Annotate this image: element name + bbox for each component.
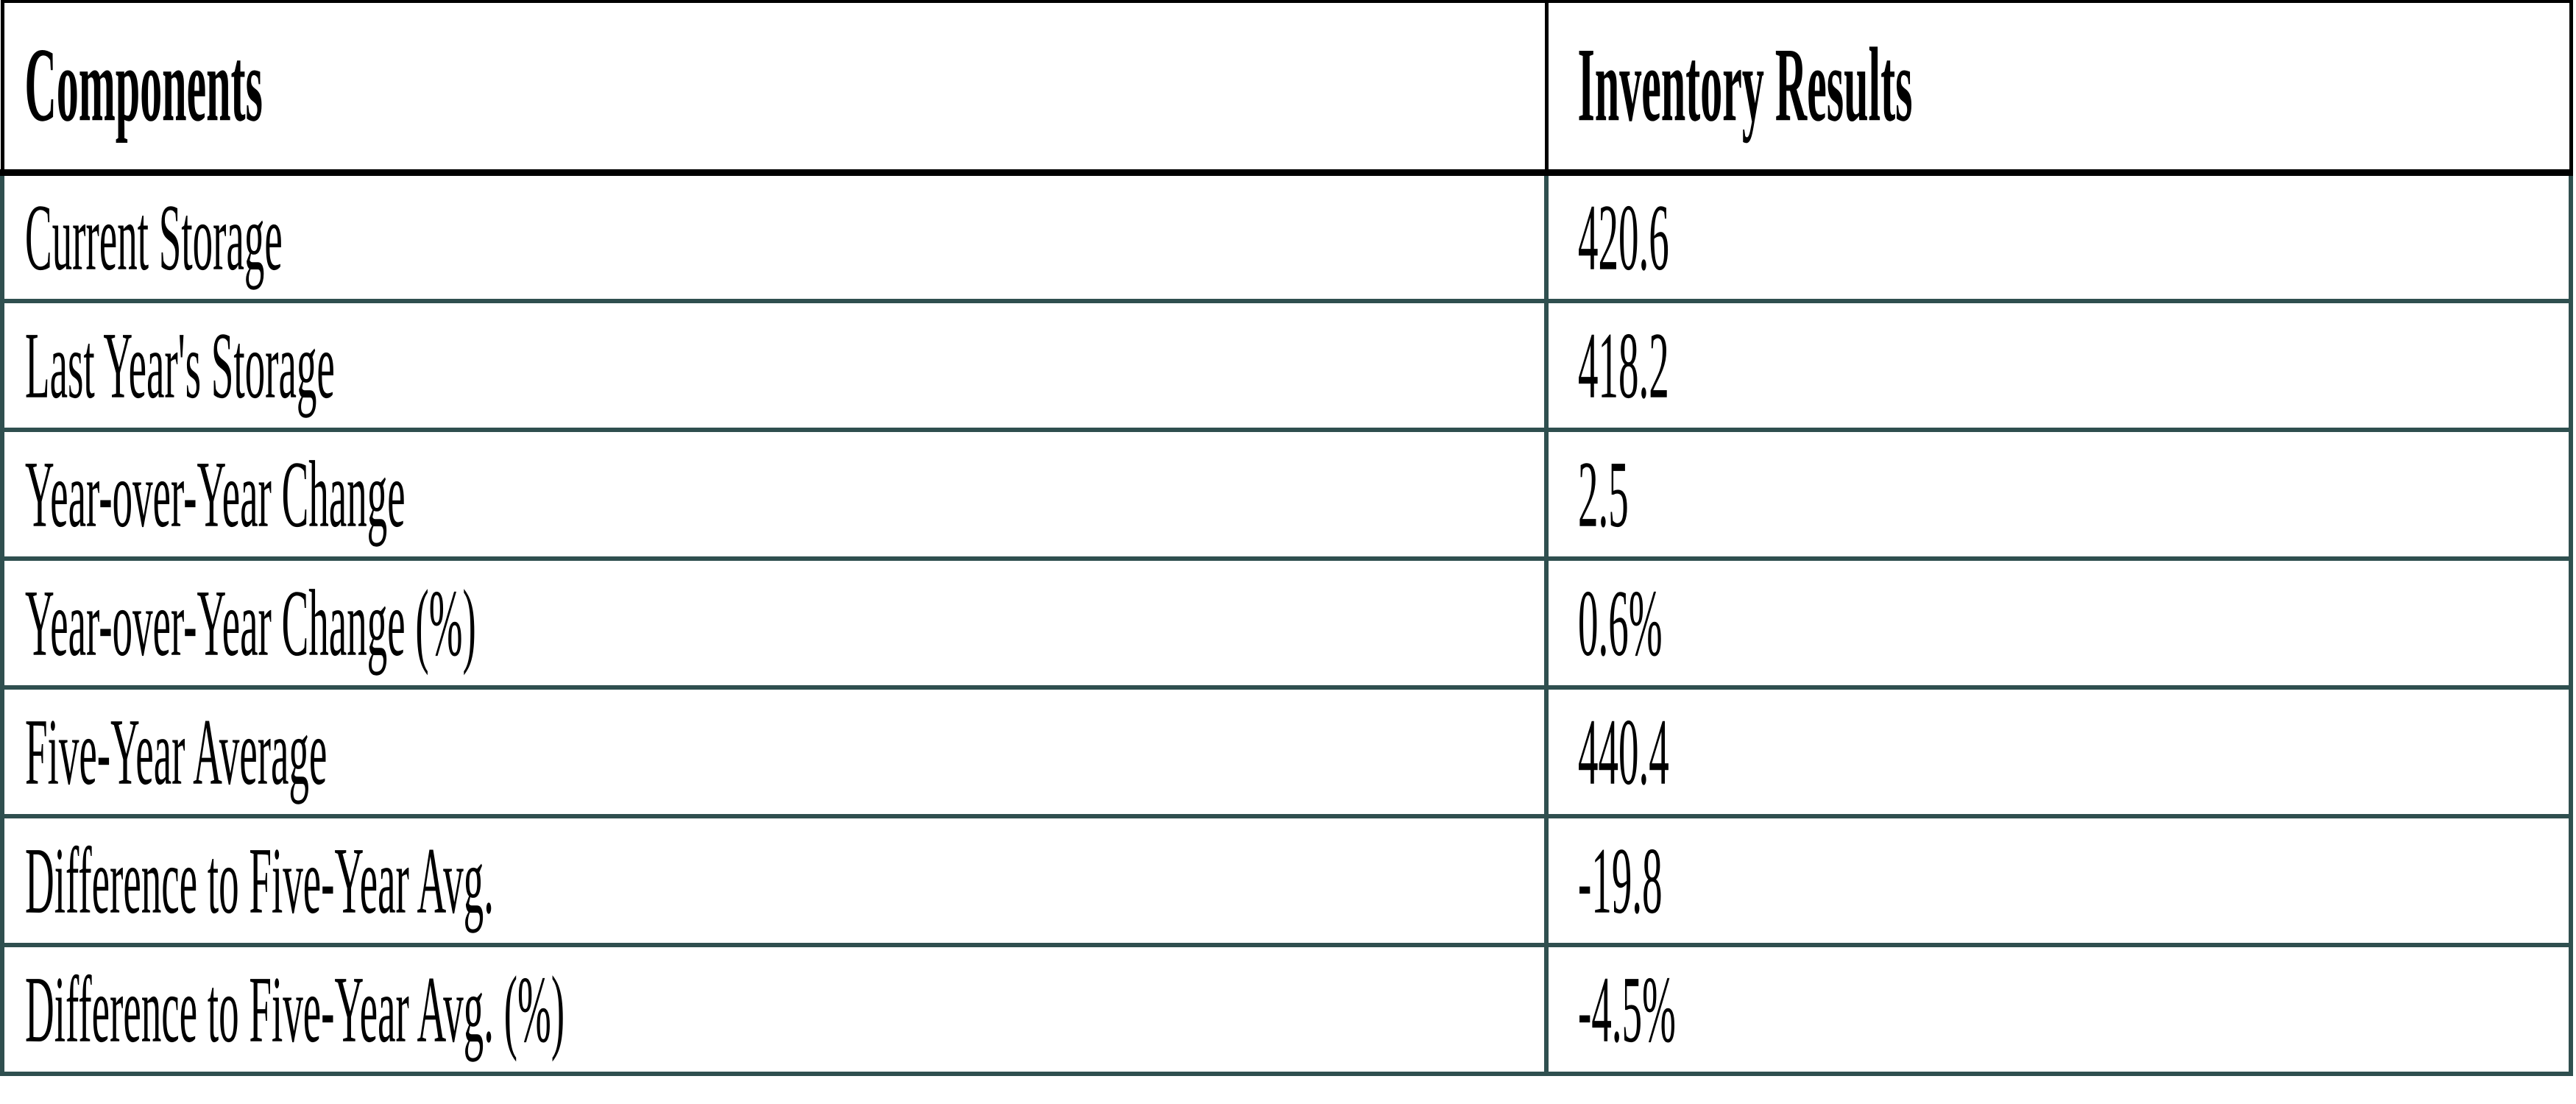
header-label-inventory-results: Inventory Results: [1577, 26, 1913, 144]
row-value: 0.6%: [1578, 570, 1663, 676]
row-value: 440.4: [1578, 698, 1669, 804]
row-label-cell: Last Year's Storage: [0, 299, 1549, 432]
row-label-cell: Year-over-Year Change (%): [0, 556, 1549, 690]
header-cell-components: Components: [0, 0, 1549, 176]
table-row-current-storage: Current Storage 420.6: [0, 170, 2573, 303]
row-value-cell: -19.8: [1544, 814, 2573, 947]
row-label: Current Storage: [25, 184, 283, 290]
row-value-cell: 0.6%: [1544, 556, 2573, 690]
row-label: Difference to Five-Year Avg.: [25, 827, 494, 933]
table-row-diff-five-year-avg-pct: Difference to Five-Year Avg. (%) -4.5%: [0, 943, 2573, 1076]
row-label-cell: Year-over-Year Change: [0, 428, 1549, 561]
row-value: 420.6: [1578, 184, 1669, 290]
table-row-five-year-average: Five-Year Average 440.4: [0, 685, 2573, 818]
table-row-yoy-change: Year-over-Year Change 2.5: [0, 428, 2573, 561]
row-value: -4.5%: [1578, 956, 1676, 1062]
row-value-cell: -4.5%: [1544, 943, 2573, 1076]
row-label-cell: Five-Year Average: [0, 685, 1549, 818]
row-label-cell: Difference to Five-Year Avg.: [0, 814, 1549, 947]
row-value: 418.2: [1578, 312, 1669, 418]
row-value: -19.8: [1578, 827, 1663, 933]
row-label-cell: Difference to Five-Year Avg. (%): [0, 943, 1549, 1076]
table-header-row: Components Inventory Results: [0, 0, 2573, 176]
row-label: Year-over-Year Change: [25, 441, 406, 547]
row-label: Year-over-Year Change (%): [25, 570, 476, 676]
row-label: Last Year's Storage: [25, 312, 335, 418]
row-label: Five-Year Average: [25, 698, 328, 804]
table-row-diff-five-year-avg: Difference to Five-Year Avg. -19.8: [0, 814, 2573, 947]
row-label: Difference to Five-Year Avg. (%): [25, 956, 565, 1062]
table-row-yoy-change-pct: Year-over-Year Change (%) 0.6%: [0, 556, 2573, 690]
row-value-cell: 440.4: [1544, 685, 2573, 818]
row-label-cell: Current Storage: [0, 170, 1549, 303]
row-value-cell: 2.5: [1544, 428, 2573, 561]
header-label-components: Components: [24, 26, 263, 144]
row-value: 2.5: [1578, 441, 1629, 547]
header-cell-inventory-results: Inventory Results: [1544, 0, 2573, 176]
row-value-cell: 420.6: [1544, 170, 2573, 303]
table-row-last-year-storage: Last Year's Storage 418.2: [0, 299, 2573, 432]
row-value-cell: 418.2: [1544, 299, 2573, 432]
inventory-results-table: Components Inventory Results Current Sto…: [0, 0, 2573, 1076]
